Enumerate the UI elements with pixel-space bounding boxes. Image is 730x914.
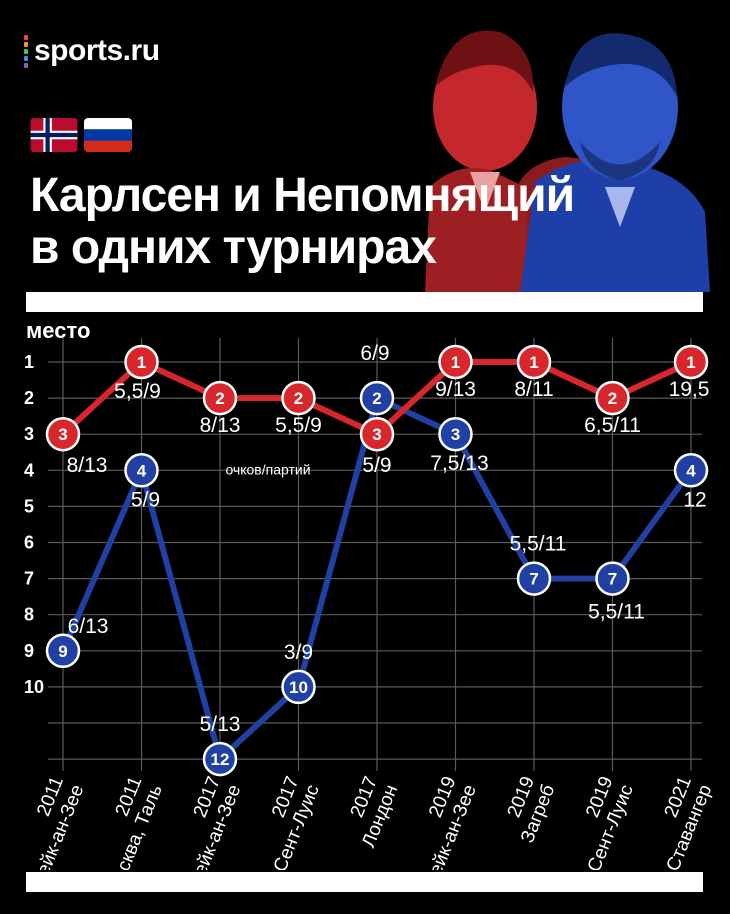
carlsen-point [359, 416, 395, 452]
logo-dot [24, 34, 28, 40]
y-axis-label: место [26, 318, 90, 343]
y-tick-label: 6 [24, 533, 34, 553]
carlsen-point [595, 380, 630, 416]
brand-logo: sports.ru [24, 34, 160, 68]
nepo-place-label: 4 [686, 461, 696, 480]
logo-dot [24, 48, 28, 54]
carlsen-score-label: 9/13 [435, 378, 476, 401]
x-tick-label: 2019Сент-Луис [563, 774, 637, 870]
x-tick-label: 2011Вейк-ан-Зее [8, 774, 89, 870]
nepo-score-label: 12 [683, 488, 706, 511]
nepo-score-label: 6/9 [360, 342, 389, 365]
x-tick-label: 2011Москва, Таль [83, 774, 167, 870]
nepo-point [438, 416, 473, 452]
nepo-score-label: 3/9 [284, 641, 313, 664]
nepo-place-label: 4 [137, 461, 147, 480]
logo-dot [24, 55, 28, 61]
logo-dots-icon [24, 34, 28, 68]
nepo-point [202, 741, 238, 777]
x-tick-label: 2021Ставангер [642, 774, 716, 870]
nepo-place-label: 7 [529, 570, 538, 589]
carlsen-place-label: 1 [137, 353, 146, 372]
carlsen-score-label: 8/13 [200, 414, 241, 437]
carlsen-place-label: 1 [529, 353, 538, 372]
y-tick-label: 10 [24, 677, 44, 697]
y-tick-label: 2 [24, 388, 34, 408]
title-line-2: в одних турнирах [30, 221, 437, 274]
carlsen-score-label: 5,5/9 [275, 414, 322, 437]
flags-row [30, 118, 132, 152]
nepo-place-label: 2 [372, 389, 381, 408]
carlsen-score-label: 8/13 [67, 454, 108, 477]
carlsen-place-label: 2 [215, 389, 224, 408]
nepo-point [673, 453, 709, 488]
nepo-place-label: 10 [289, 678, 308, 697]
y-tick-label: 4 [24, 460, 34, 480]
russia-flag-icon [84, 118, 132, 152]
logo-dot [24, 62, 28, 68]
carlsen-place-label: 2 [608, 389, 617, 408]
points-games-annotation: очков/партий [225, 461, 310, 477]
y-tick-label: 7 [24, 569, 34, 589]
norway-flag-icon [30, 118, 78, 152]
carlsen-score-label: 8/11 [514, 378, 553, 401]
y-tick-label: 9 [24, 641, 34, 661]
nepo-score-label: 7,5/13 [430, 452, 488, 475]
carlsen-point [281, 380, 316, 416]
x-tick-label: 2017Вейк-ан-Зее [165, 774, 246, 870]
carlsen-point [438, 344, 473, 380]
carlsen-place-label: 1 [686, 353, 695, 372]
nepo-place-label: 7 [608, 570, 617, 589]
nepo-point [595, 561, 630, 596]
y-tick-label: 5 [24, 496, 34, 516]
carlsen-place-label: 2 [294, 389, 303, 408]
top-divider [26, 292, 703, 312]
nepo-place-label: 12 [211, 750, 230, 769]
nepo-score-label: 6/13 [68, 615, 109, 638]
carlsen-point [202, 380, 238, 416]
nepo-score-label: 5/9 [131, 488, 160, 511]
y-tick-label: 3 [24, 424, 34, 444]
carlsen-place-label: 3 [372, 425, 381, 444]
carlsen-place-label: 1 [451, 353, 460, 372]
nepo-place-label: 3 [451, 425, 460, 444]
carlsen-place-label: 3 [58, 425, 67, 444]
carlsen-score-label: 6,5/11 [584, 414, 641, 437]
nepo-score-label: 5,5/11 [510, 533, 567, 556]
page-title: Карлсен и Непомнящий в одних турнирах [30, 169, 575, 274]
nepo-point [45, 633, 81, 669]
x-tick-label: 2019Загреб [497, 774, 560, 847]
carlsen-point [516, 344, 552, 380]
carlsen-score-label: 5,5/9 [114, 380, 161, 403]
carlsen-point [45, 416, 81, 452]
carlsen-score-label: 19,5 [669, 378, 710, 401]
logo-dot [24, 41, 28, 47]
x-tick-label: 2019Вейк-ан-Зее [400, 774, 481, 870]
bottom-divider [26, 872, 703, 892]
nepo-score-label: 5,5/11 [588, 601, 645, 624]
nepo-point [281, 669, 316, 705]
carlsen-point [673, 344, 709, 380]
y-tick-label: 8 [24, 605, 34, 625]
nepo-point [516, 561, 552, 596]
players-photo [415, 12, 715, 292]
title-line-1: Карлсен и Непомнящий [30, 169, 575, 222]
nepo-score-label: 5/13 [200, 713, 241, 736]
y-tick-label: 1 [24, 352, 34, 372]
nepo-point [124, 453, 159, 488]
x-tick-label: 2017Сент-Луис [249, 774, 323, 870]
carlsen-point [124, 344, 159, 380]
brand-name: sports.ru [34, 34, 160, 67]
x-tick-label: 2017Лондон [338, 774, 402, 851]
nepo-photo [520, 33, 710, 292]
carlsen-score-label: 5/9 [362, 454, 391, 477]
nepo-point [359, 380, 395, 416]
nepo-place-label: 9 [58, 642, 67, 661]
